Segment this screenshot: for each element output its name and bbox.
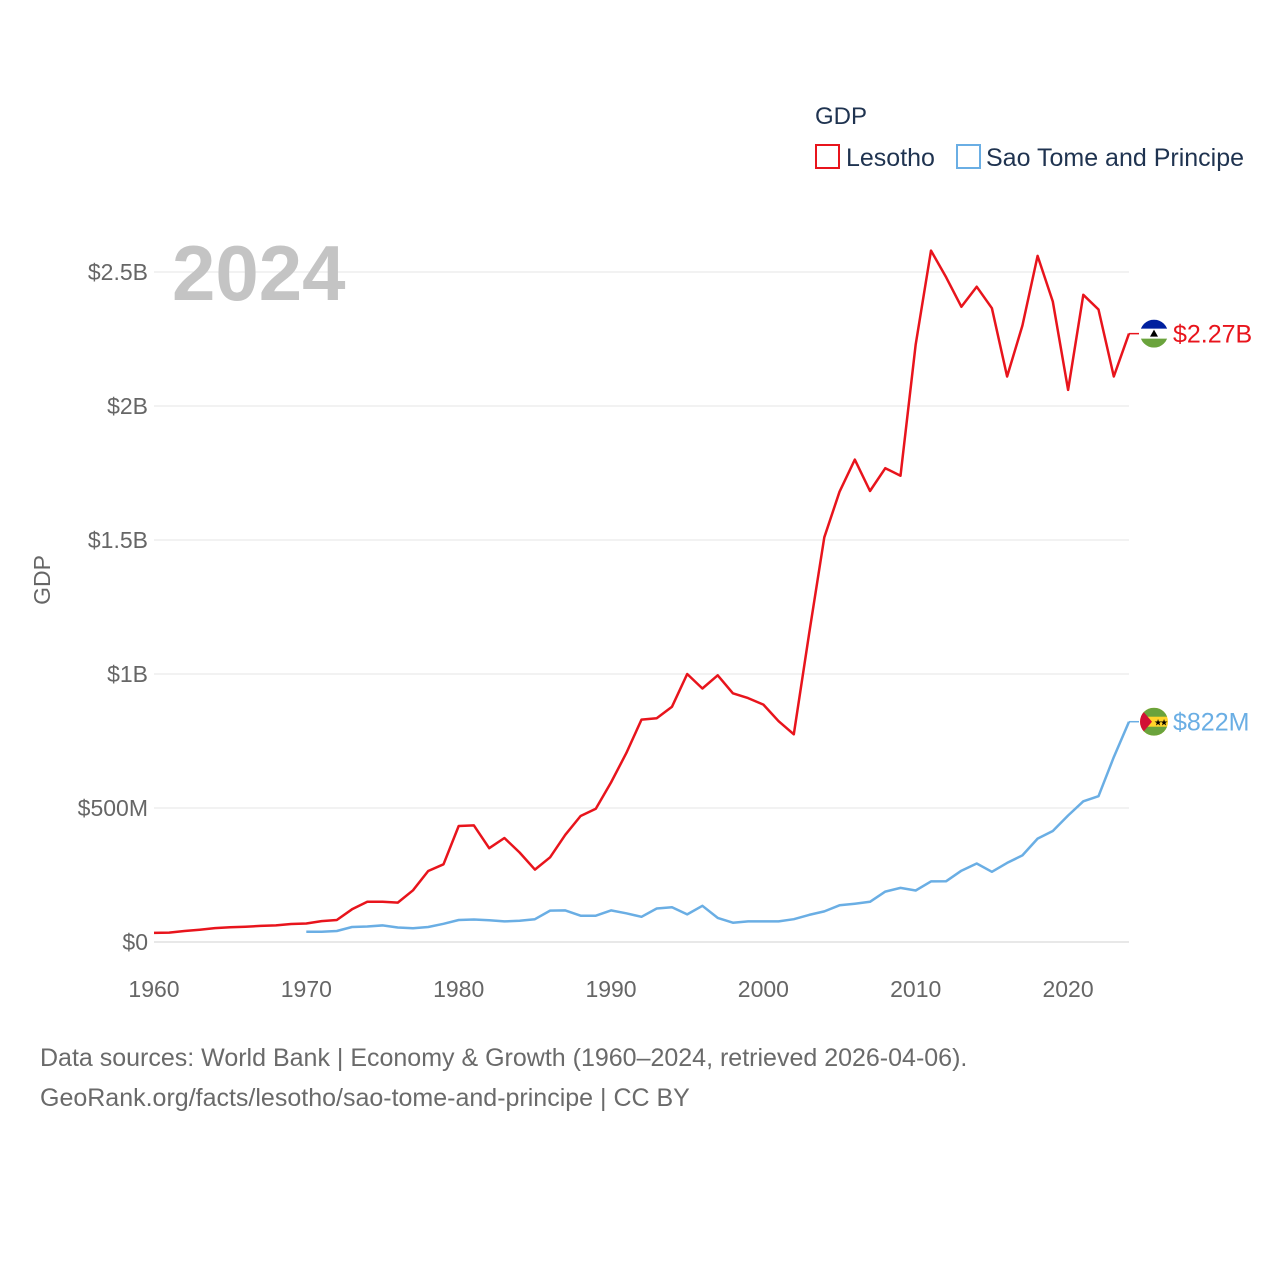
footer-credit[interactable]: GeoRank.org/facts/lesotho/sao-tome-and-p… (40, 1084, 690, 1112)
legend-item-sao-tome[interactable]: Sao Tome and Principe (956, 144, 1244, 172)
legend: GDP Lesotho Sao Tome and Principe (815, 103, 1244, 172)
svg-text:★: ★ (1160, 719, 1168, 729)
x-tick-label: 2020 (1042, 976, 1093, 1002)
y-axis-title: GDP (29, 555, 55, 605)
x-tick-label: 2000 (738, 976, 789, 1002)
y-tick-label: $2.5B (88, 259, 148, 285)
series-line-sao-tome[interactable] (306, 721, 1131, 934)
year-label: 2024 (172, 229, 346, 317)
y-axis-ticks: $0 $500M $1B $1.5B $2B $2.5B (78, 259, 148, 955)
y-tick-label: $0 (122, 929, 148, 955)
y-tick-label: $1.5B (88, 527, 148, 553)
series-line-lesotho[interactable] (153, 249, 1131, 935)
x-tick-label: 1970 (281, 976, 332, 1002)
x-tick-label: 1960 (128, 976, 179, 1002)
y-tick-label: $2B (107, 393, 148, 419)
end-label-sao-tome: $822M (1173, 709, 1249, 737)
y-tick-label: $500M (78, 795, 148, 821)
legend-swatch-lesotho (815, 144, 840, 169)
lesotho-flag-icon (1140, 319, 1168, 348)
end-label-lesotho: $2.27B (1173, 321, 1252, 349)
gridlines (154, 271, 1129, 943)
legend-title: GDP (815, 103, 867, 130)
legend-label-sao-tome: Sao Tome and Principe (986, 144, 1244, 172)
x-tick-label: 1990 (585, 976, 636, 1002)
legend-swatch-sao-tome (956, 144, 981, 169)
sao-tome-flag-icon: ★ ★ (1140, 707, 1168, 736)
x-axis-ticks: 1960 1970 1980 1990 2000 2010 2020 (128, 976, 1093, 1002)
series-lines (153, 249, 1139, 935)
legend-item-lesotho[interactable]: Lesotho (815, 144, 935, 172)
x-tick-label: 1980 (433, 976, 484, 1002)
y-tick-label: $1B (107, 661, 148, 687)
footer-sources: Data sources: World Bank | Economy & Gro… (40, 1044, 968, 1072)
svg-text:★: ★ (1154, 719, 1162, 729)
x-tick-label: 2010 (890, 976, 941, 1002)
legend-label-lesotho: Lesotho (846, 144, 935, 172)
